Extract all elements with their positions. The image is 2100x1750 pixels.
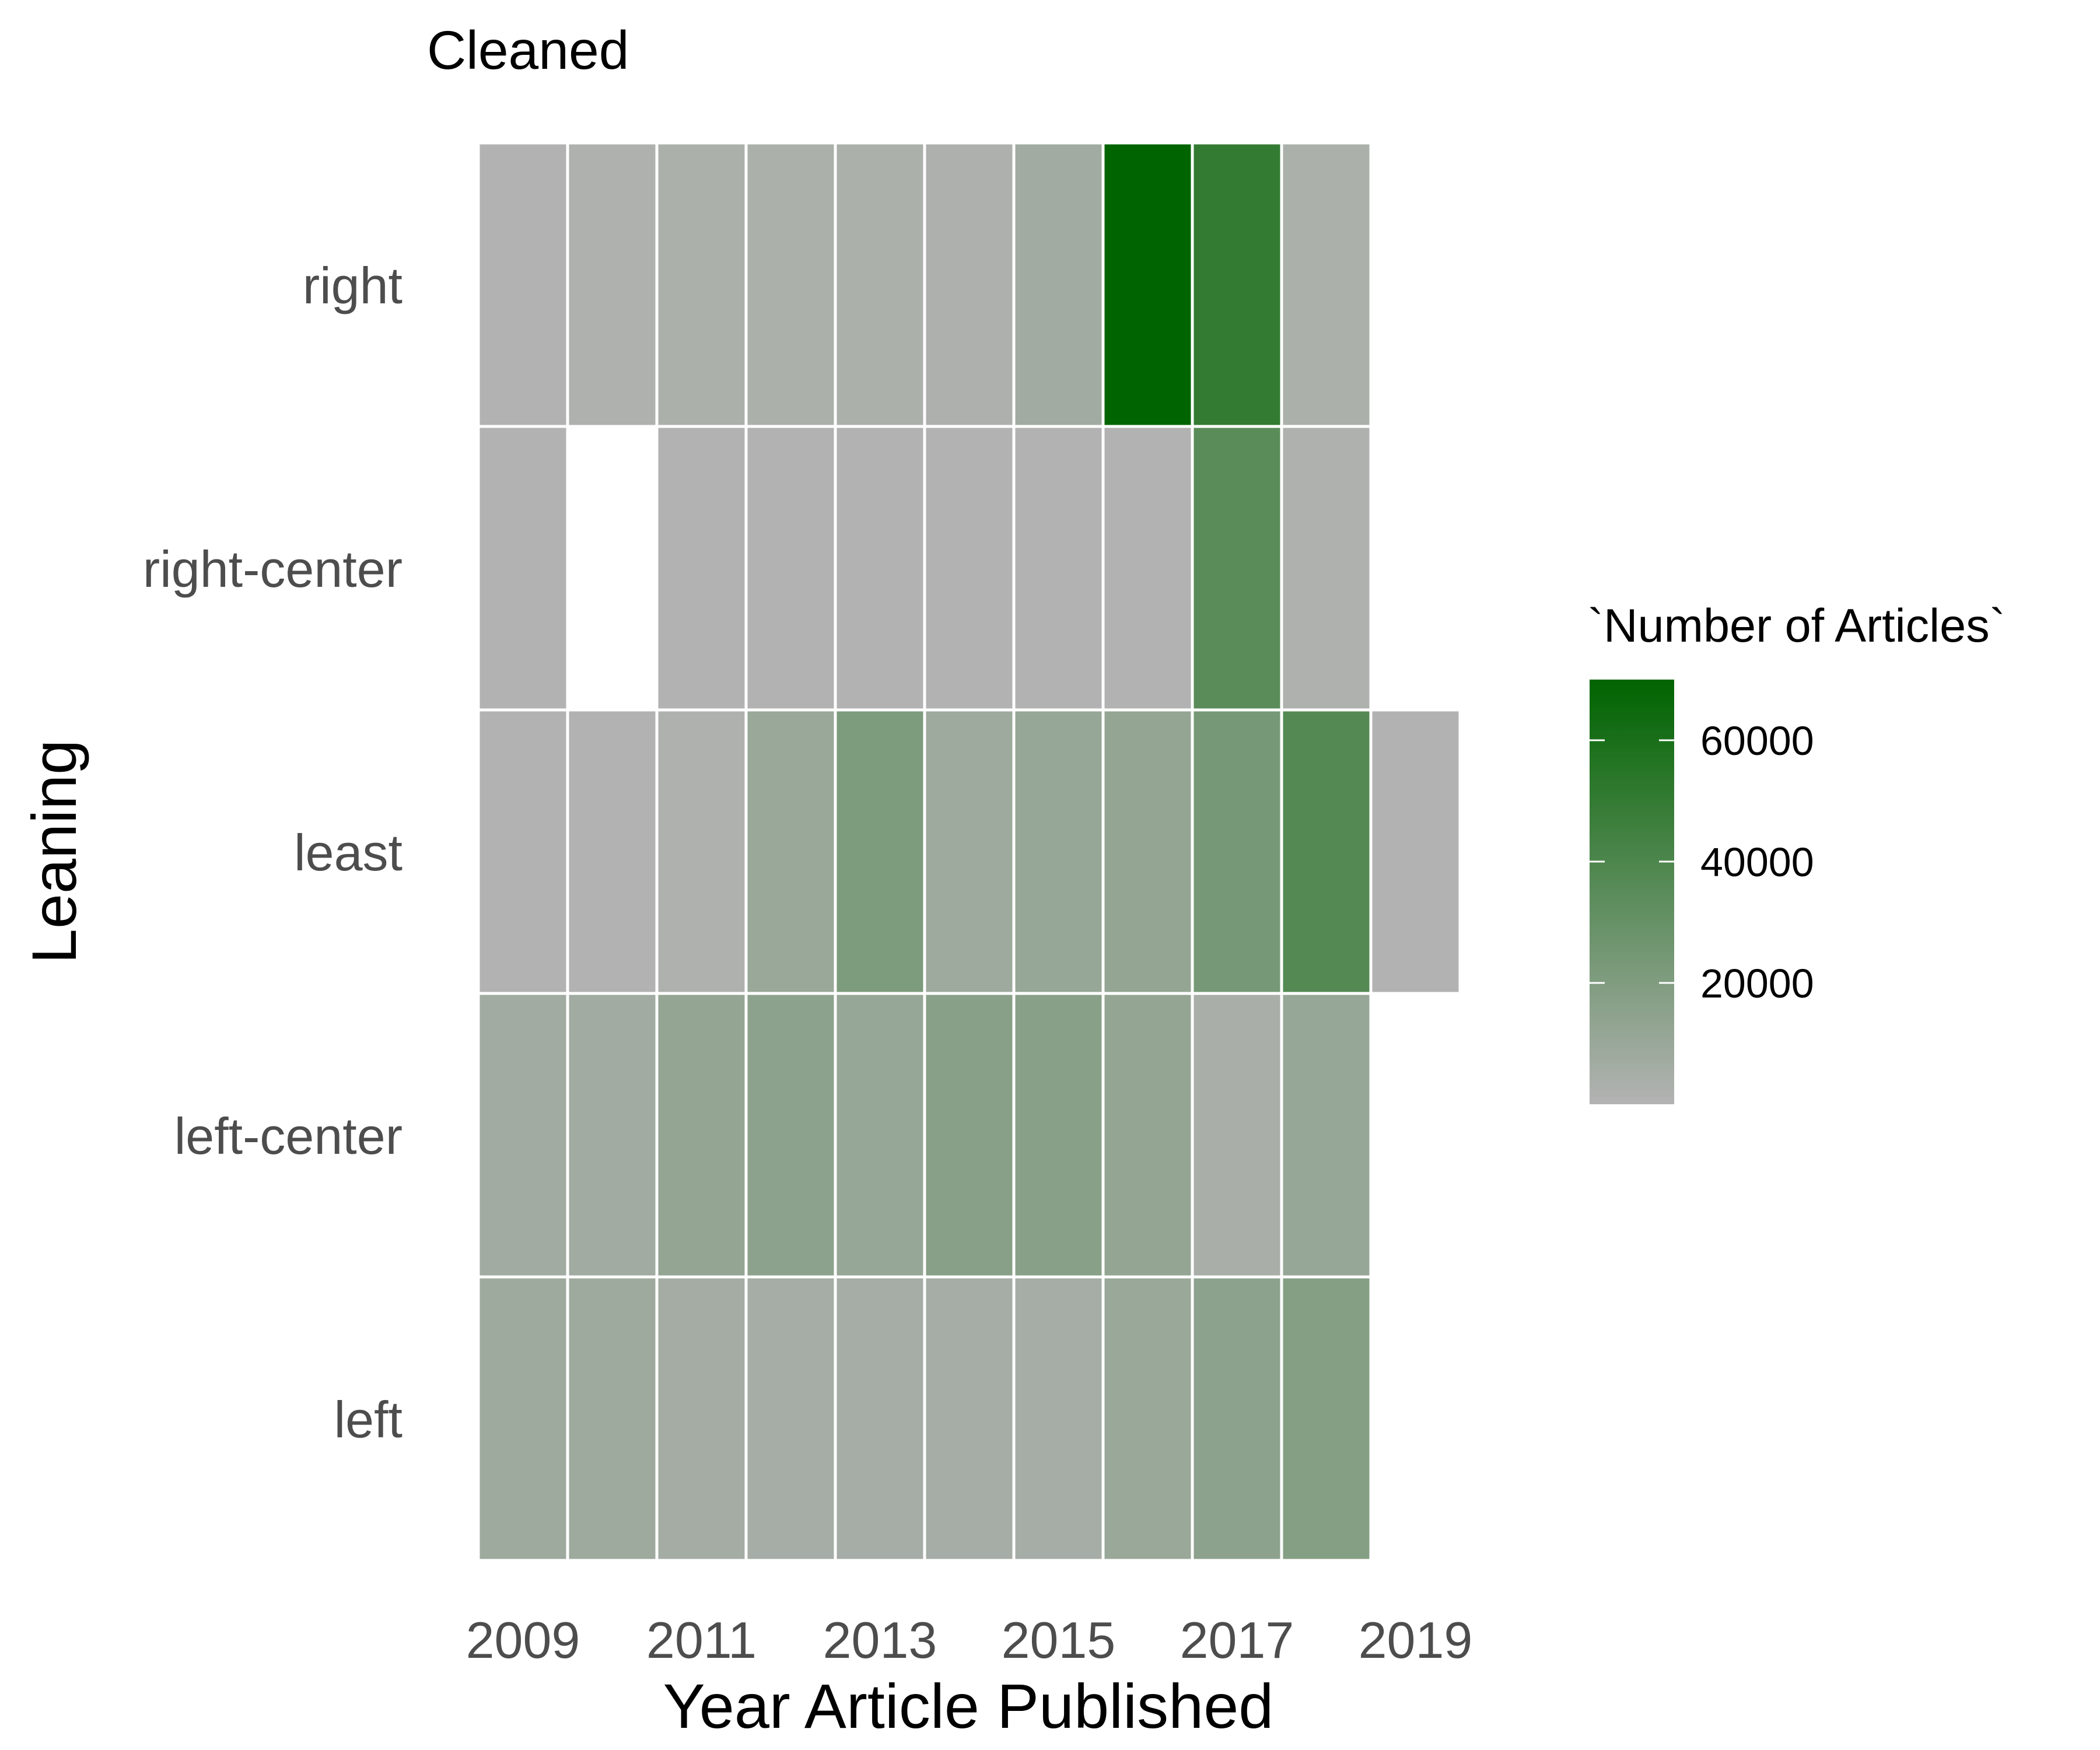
y-tick-label-least: least xyxy=(294,824,402,881)
heatmap-cell-left-2011 xyxy=(655,1275,748,1562)
heatmap-cell-least-2019 xyxy=(1369,708,1462,995)
y-tick-label-right-center: right-center xyxy=(143,540,402,598)
heatmap-cell-least-2014 xyxy=(923,708,1016,995)
heatmap-cells xyxy=(477,141,1462,1562)
x-axis-title: Year Article Published xyxy=(663,1671,1274,1741)
heatmap-cell-least-2009 xyxy=(477,708,569,995)
heatmap-cell-right-center-2018 xyxy=(1280,425,1373,712)
heatmap-cell-right-2012 xyxy=(744,141,837,428)
heatmap-cell-left-2015 xyxy=(1012,1275,1105,1562)
heatmap-cell-left-2014 xyxy=(923,1275,1016,1562)
heatmap-cell-left-center-2012 xyxy=(744,992,837,1279)
heatmap-cell-least-2011 xyxy=(655,708,748,995)
y-tick-label-left: left xyxy=(334,1391,402,1448)
heatmap-cell-right-center-2013 xyxy=(834,425,926,712)
heatmap-cell-left-2016 xyxy=(1101,1275,1194,1562)
heatmap-cell-least-2018 xyxy=(1280,708,1373,995)
x-tick-label-2019: 2019 xyxy=(1359,1611,1473,1669)
heatmap-cell-left-center-2017 xyxy=(1191,992,1283,1279)
heatmap-cell-right-center-2015 xyxy=(1012,425,1105,712)
heatmap-cell-least-2012 xyxy=(744,708,837,995)
legend-tick-label-40000: 40000 xyxy=(1700,839,1814,885)
heatmap-cell-least-2013 xyxy=(834,708,926,995)
heatmap-cell-right-center-2014 xyxy=(923,425,1016,712)
chart-title: Cleaned xyxy=(427,20,629,80)
heatmap-cell-left-center-2014 xyxy=(923,992,1016,1279)
x-axis-ticks: 2009 2011 2013 2015 2017 2019 xyxy=(466,1611,1473,1669)
heatmap-cell-left-center-2011 xyxy=(655,992,748,1279)
legend-title: `Number of Articles` xyxy=(1588,600,2006,652)
heatmap-cell-right-2014 xyxy=(923,141,1016,428)
x-tick-label-2009: 2009 xyxy=(466,1611,580,1669)
x-tick-label-2013: 2013 xyxy=(823,1611,937,1669)
heatmap-cell-left-2013 xyxy=(834,1275,926,1562)
heatmap-cell-least-2016 xyxy=(1101,708,1194,995)
legend-ticks: 20000 40000 60000 xyxy=(1590,718,1814,1006)
heatmap-cell-left-2010 xyxy=(566,1275,659,1562)
heatmap-cell-right-center-2009 xyxy=(477,425,569,712)
heatmap-cell-left-2018 xyxy=(1280,1275,1373,1562)
heatmap-cell-right-2017 xyxy=(1191,141,1283,428)
heatmap-cell-left-center-2013 xyxy=(834,992,926,1279)
heatmap-cell-left-2017 xyxy=(1191,1275,1283,1562)
heatmap-cell-right-center-2012 xyxy=(744,425,837,712)
y-axis-title: Leaning xyxy=(19,740,89,964)
heatmap-cell-least-2015 xyxy=(1012,708,1105,995)
heatmap-cell-right-center-2016 xyxy=(1101,425,1194,712)
heatmap-cell-right-2016 xyxy=(1101,141,1194,428)
heatmap-cell-right-center-2017 xyxy=(1191,425,1283,712)
x-tick-label-2017: 2017 xyxy=(1180,1611,1294,1669)
heatmap-cell-left-center-2010 xyxy=(566,992,659,1279)
legend-colorbar xyxy=(1590,680,1674,1104)
heatmap-cell-right-2009 xyxy=(477,141,569,428)
heatmap-cell-least-2017 xyxy=(1191,708,1283,995)
heatmap-cell-left-2012 xyxy=(744,1275,837,1562)
y-tick-label-left-center: left-center xyxy=(174,1107,402,1165)
heatmap-cell-left-center-2009 xyxy=(477,992,569,1279)
legend-tick-label-20000: 20000 xyxy=(1700,961,1814,1006)
x-tick-label-2015: 2015 xyxy=(1002,1611,1116,1669)
heatmap-cell-left-2009 xyxy=(477,1275,569,1562)
y-tick-label-right: right xyxy=(303,257,402,314)
heatmap-cell-least-2010 xyxy=(566,708,659,995)
heatmap-cell-right-2015 xyxy=(1012,141,1105,428)
heatmap-cell-right-2018 xyxy=(1280,141,1373,428)
heatmap-cell-right-2013 xyxy=(834,141,926,428)
heatmap-cell-left-center-2018 xyxy=(1280,992,1373,1279)
heatmap-cell-left-center-2016 xyxy=(1101,992,1194,1279)
x-tick-label-2011: 2011 xyxy=(646,1611,757,1669)
y-axis-ticks: right right-center least left-center left xyxy=(143,257,402,1448)
heatmap-cell-right-2010 xyxy=(566,141,659,428)
heatmap-cell-left-center-2015 xyxy=(1012,992,1105,1279)
heatmap-cell-right-center-2011 xyxy=(655,425,748,712)
heatmap-cell-right-2011 xyxy=(655,141,748,428)
color-legend: `Number of Articles` 20000 40000 60000 xyxy=(1588,600,2006,1104)
legend-tick-label-60000: 60000 xyxy=(1700,718,1814,764)
